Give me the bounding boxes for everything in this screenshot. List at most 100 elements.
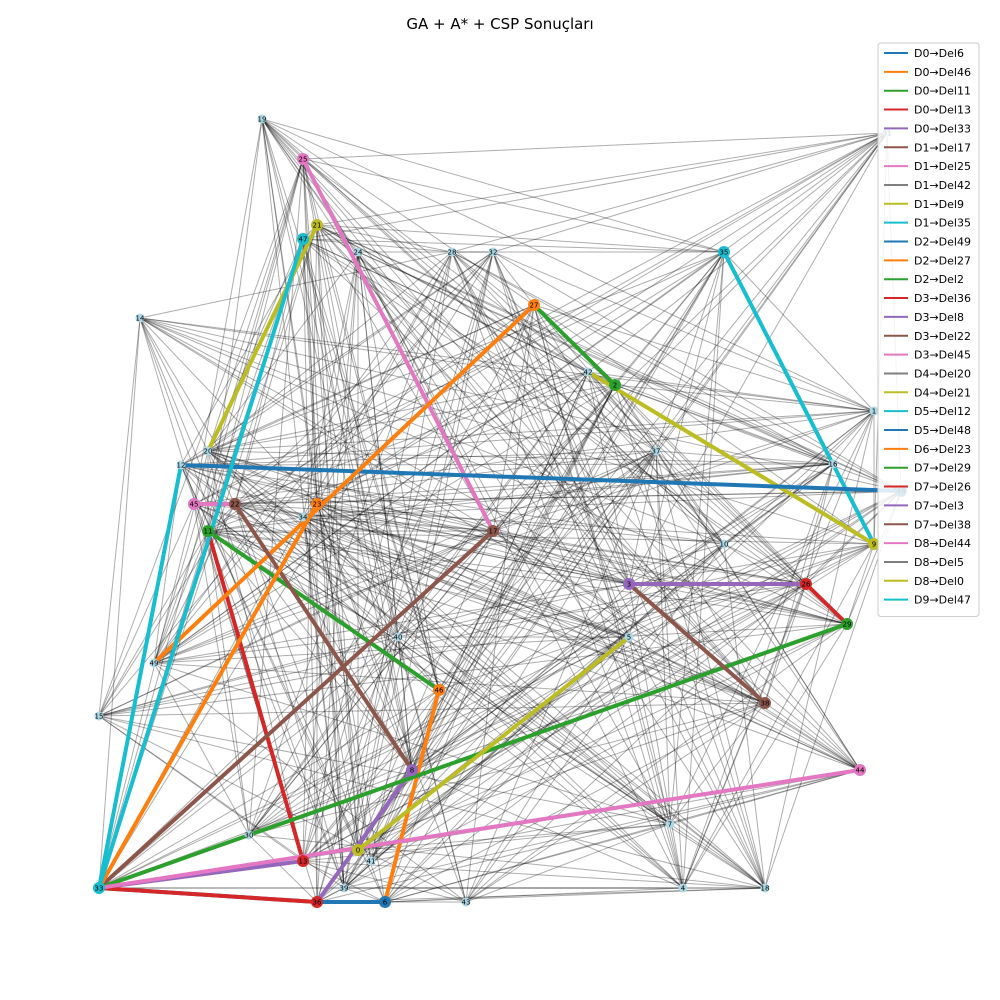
edge-22-47 xyxy=(234,238,304,505)
node-label-37: 37 xyxy=(652,448,661,456)
edge-11-38 xyxy=(207,530,766,704)
edge-10-26 xyxy=(723,543,807,585)
edge-13-20 xyxy=(207,450,304,862)
edge-10-43 xyxy=(465,543,725,903)
edge-23-26 xyxy=(316,503,807,585)
edge-16-20 xyxy=(207,450,834,465)
edge-6-22 xyxy=(234,503,386,903)
node-30 xyxy=(244,830,254,840)
edge-33-48 xyxy=(98,490,902,889)
edge-7-44 xyxy=(669,769,861,825)
edge-10-28 xyxy=(451,251,725,545)
edge-21-48 xyxy=(316,224,902,492)
edge-15-26 xyxy=(98,583,807,717)
legend-label-28: D8→Del5 xyxy=(914,556,964,569)
node-38 xyxy=(759,697,771,709)
edge-31-32 xyxy=(492,132,888,253)
node-label-16: 16 xyxy=(829,461,838,469)
route-22 xyxy=(97,502,319,890)
node-label-27: 27 xyxy=(530,302,539,310)
node-label-0: 0 xyxy=(356,847,360,855)
edge-5-18 xyxy=(628,636,766,889)
edge-13-16 xyxy=(302,463,834,862)
edge-19-27 xyxy=(261,118,535,306)
node-label-18: 18 xyxy=(761,885,770,893)
edge-9-49 xyxy=(153,543,875,664)
edge-30-46 xyxy=(248,689,440,836)
edge-0-35 xyxy=(357,251,725,851)
legend-label-29: D8→Del0 xyxy=(914,575,964,588)
legend-label-9: D1→Del9 xyxy=(914,198,964,211)
edge-0-21 xyxy=(316,224,359,851)
edge-1-49 xyxy=(153,410,875,664)
node-5 xyxy=(624,632,634,642)
edge-12-17 xyxy=(180,464,494,532)
edge-24-48 xyxy=(357,251,902,492)
edge-3-28 xyxy=(451,251,630,585)
node-23 xyxy=(311,498,323,510)
node-28 xyxy=(447,247,457,257)
node-label-6: 6 xyxy=(383,899,388,907)
edge-39-44 xyxy=(343,769,861,889)
edge-24-36 xyxy=(316,251,359,903)
edge-9-11 xyxy=(207,530,875,545)
edge-4-27 xyxy=(533,304,684,889)
edge-14-17 xyxy=(139,317,494,532)
edge-42-49 xyxy=(153,371,589,664)
edge-1-42 xyxy=(587,371,875,412)
edge-5-34 xyxy=(302,516,630,638)
edge-39-47 xyxy=(302,238,345,889)
edge-22-40 xyxy=(234,503,399,638)
edge-22-42 xyxy=(234,371,589,505)
edge-8-42 xyxy=(411,371,589,771)
edge-34-39 xyxy=(302,516,345,889)
edge-29-49 xyxy=(153,623,848,664)
edge-3-40 xyxy=(397,583,630,638)
edge-13-32 xyxy=(302,251,494,862)
edge-31-47 xyxy=(302,132,888,240)
node-label-30: 30 xyxy=(245,832,254,840)
edge-20-27 xyxy=(207,304,535,452)
legend-label-8: D1→Del42 xyxy=(914,179,971,192)
edge-41-48 xyxy=(370,490,902,862)
edge-0-2 xyxy=(357,384,616,851)
edge-24-34 xyxy=(302,251,359,518)
edge-14-29 xyxy=(139,317,848,625)
route-20 xyxy=(97,463,183,890)
edge-22-38 xyxy=(234,503,766,704)
node-16 xyxy=(828,459,838,469)
edge-3-14 xyxy=(139,317,630,585)
node-20 xyxy=(203,446,213,456)
edge-8-40 xyxy=(397,636,413,771)
edge-11-15 xyxy=(98,530,209,717)
edge-1-8 xyxy=(411,410,875,771)
edge-17-44 xyxy=(492,530,861,771)
edge-3-27 xyxy=(533,304,630,585)
edge-13-15 xyxy=(98,715,304,862)
edge-35-49 xyxy=(153,251,725,664)
node-33 xyxy=(93,882,105,894)
node-27 xyxy=(528,299,540,311)
edge-20-32 xyxy=(207,251,494,452)
edge-15-32 xyxy=(98,251,494,717)
node-18 xyxy=(760,883,770,893)
edge-21-35 xyxy=(316,224,725,253)
legend: D0→Del6 D0→Del46 D0→Del11 D0→Del13 D0→Del33 D… xyxy=(877,42,980,617)
edge-7-25 xyxy=(302,158,671,825)
edge-6-37 xyxy=(384,450,657,903)
edge-3-32 xyxy=(492,251,630,585)
edge-8-34 xyxy=(302,516,413,771)
edge-11-25 xyxy=(207,158,304,532)
edge-20-38 xyxy=(207,450,766,704)
node-label-4: 4 xyxy=(681,885,686,893)
edge-9-29 xyxy=(846,543,875,625)
edge-0-34 xyxy=(302,516,359,851)
edge-2-46 xyxy=(438,384,616,691)
edge-0-48 xyxy=(357,490,902,851)
legend-label-1: D0→Del6 xyxy=(914,47,964,60)
edge-25-35 xyxy=(302,158,725,253)
legend-label-10: D1→Del35 xyxy=(914,217,971,230)
edge-21-42 xyxy=(316,224,589,373)
edge-2-10 xyxy=(614,384,725,545)
edge-9-14 xyxy=(139,317,875,545)
